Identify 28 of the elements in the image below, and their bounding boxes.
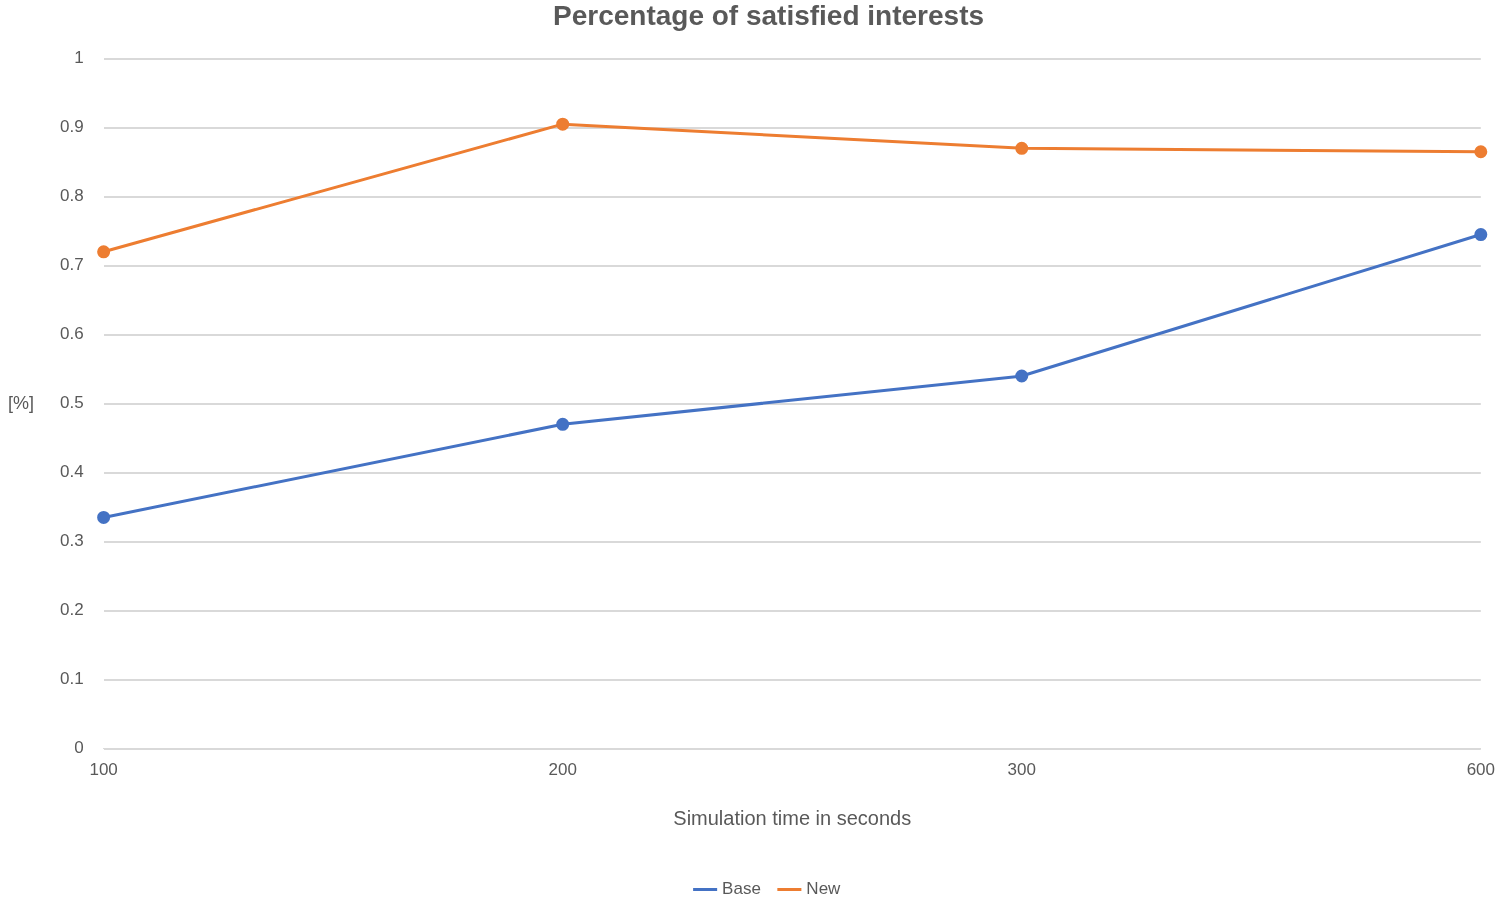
y-tick-label: 0 [74, 738, 84, 758]
y-tick-label: 0.6 [59, 324, 84, 344]
point [1474, 145, 1488, 159]
point [1015, 369, 1029, 383]
x-tick-label: 600 [1466, 760, 1496, 780]
y-tick-label: 0.9 [59, 117, 84, 137]
y-tick-label: 0.8 [59, 186, 84, 206]
y-tick-label: 0.4 [59, 462, 84, 482]
point [1474, 228, 1488, 242]
y-tick-label: 1 [74, 48, 84, 68]
x-tick-label: 300 [1007, 760, 1036, 780]
x-tick-label: 200 [548, 760, 577, 780]
legend-label: New [806, 879, 842, 899]
point [1015, 141, 1029, 155]
x-axis-title: Simulation time in seconds [673, 806, 912, 829]
y-tick-label: 0.2 [59, 600, 84, 620]
x-tick-label: 100 [89, 760, 118, 780]
y-axis-title: [%] [8, 392, 35, 413]
y-tick-label: 0.3 [59, 531, 84, 551]
y-tick-label: 0.5 [59, 393, 84, 413]
chart-title: Percentage of satisfied interests [552, 0, 985, 31]
y-tick-label: 0.1 [59, 669, 84, 689]
point [556, 417, 570, 431]
y-tick-label: 0.7 [59, 255, 84, 275]
point [97, 510, 111, 524]
point [556, 117, 570, 131]
legend-label: Base [722, 879, 761, 899]
point [97, 245, 111, 259]
